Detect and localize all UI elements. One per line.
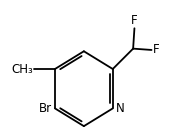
- Text: Br: Br: [39, 102, 52, 115]
- Text: F: F: [131, 14, 138, 27]
- Text: F: F: [153, 43, 159, 56]
- Text: N: N: [116, 102, 125, 115]
- Text: CH₃: CH₃: [11, 63, 33, 75]
